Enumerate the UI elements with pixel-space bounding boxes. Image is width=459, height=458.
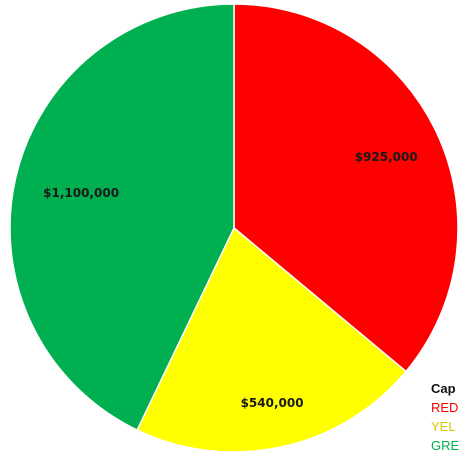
legend-entry-yellow: YEL: [431, 419, 456, 434]
slice-label-yellow: $540,000: [241, 396, 304, 410]
legend-entry-red: RED: [431, 400, 459, 415]
legend-entry-green: GRE: [431, 438, 459, 453]
slice-label-green: $1,100,000: [43, 186, 119, 200]
pie-slice-green: [9, 3, 235, 431]
pie-slice-yellow: [136, 226, 408, 453]
pie-labels: $925,000 $540,000 $1,100,000: [43, 150, 418, 410]
slice-label-red: $925,000: [355, 150, 418, 164]
pie-slices: [9, 3, 459, 453]
legend: Cap RED YEL GRE: [431, 379, 459, 455]
legend-title: Cap: [431, 381, 456, 396]
pie-slice-red: [233, 3, 459, 373]
